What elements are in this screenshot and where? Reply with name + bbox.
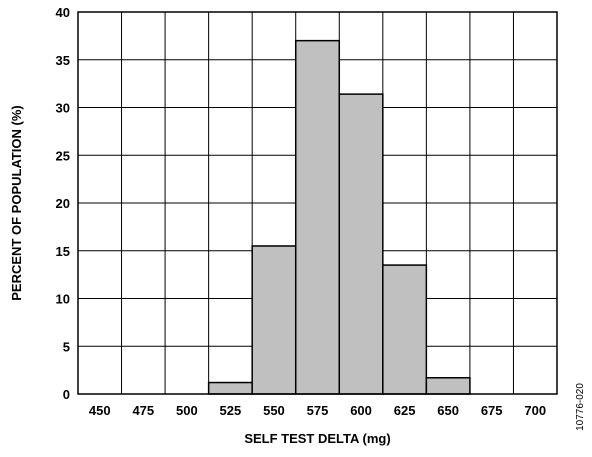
y-tick-label: 10 <box>56 292 70 307</box>
y-tick-label: 25 <box>56 148 70 163</box>
x-tick-label: 550 <box>263 403 285 418</box>
bar-550 <box>251 245 297 395</box>
x-tick-label: 650 <box>437 403 459 418</box>
x-tick-label: 475 <box>132 403 154 418</box>
x-tick-label: 600 <box>350 403 372 418</box>
y-axis-title: PERCENT OF POPULATION (%) <box>9 105 24 300</box>
x-tick-label: 575 <box>307 403 329 418</box>
y-tick-label: 5 <box>63 339 70 354</box>
y-tick-label: 30 <box>56 101 70 116</box>
bar-525 <box>207 381 253 395</box>
x-tick-labels: 450 475 500 525 550 575 600 625 650 675 700 <box>89 403 546 418</box>
x-tick-label: 625 <box>394 403 416 418</box>
bar-575 <box>294 39 341 395</box>
bars <box>207 39 471 395</box>
y-tick-label: 15 <box>56 244 70 259</box>
y-tick-label: 35 <box>56 53 70 68</box>
y-tick-label: 0 <box>63 387 70 402</box>
y-tick-label: 20 <box>56 196 70 211</box>
bar-600 <box>338 93 384 395</box>
x-tick-label: 525 <box>220 403 242 418</box>
figure-id: 10776-020 <box>575 383 586 431</box>
x-tick-label: 675 <box>481 403 503 418</box>
y-tick-label: 40 <box>56 5 70 20</box>
x-tick-label: 500 <box>176 403 198 418</box>
bar-650 <box>425 377 471 395</box>
x-axis-title: SELF TEST DELTA (mg) <box>244 431 390 446</box>
x-tick-label: 450 <box>89 403 111 418</box>
plot-frame <box>77 11 558 395</box>
x-tick-label: 700 <box>524 403 546 418</box>
y-tick-labels: 0 5 10 15 20 25 30 35 40 <box>56 5 70 402</box>
bar-625 <box>382 264 428 395</box>
